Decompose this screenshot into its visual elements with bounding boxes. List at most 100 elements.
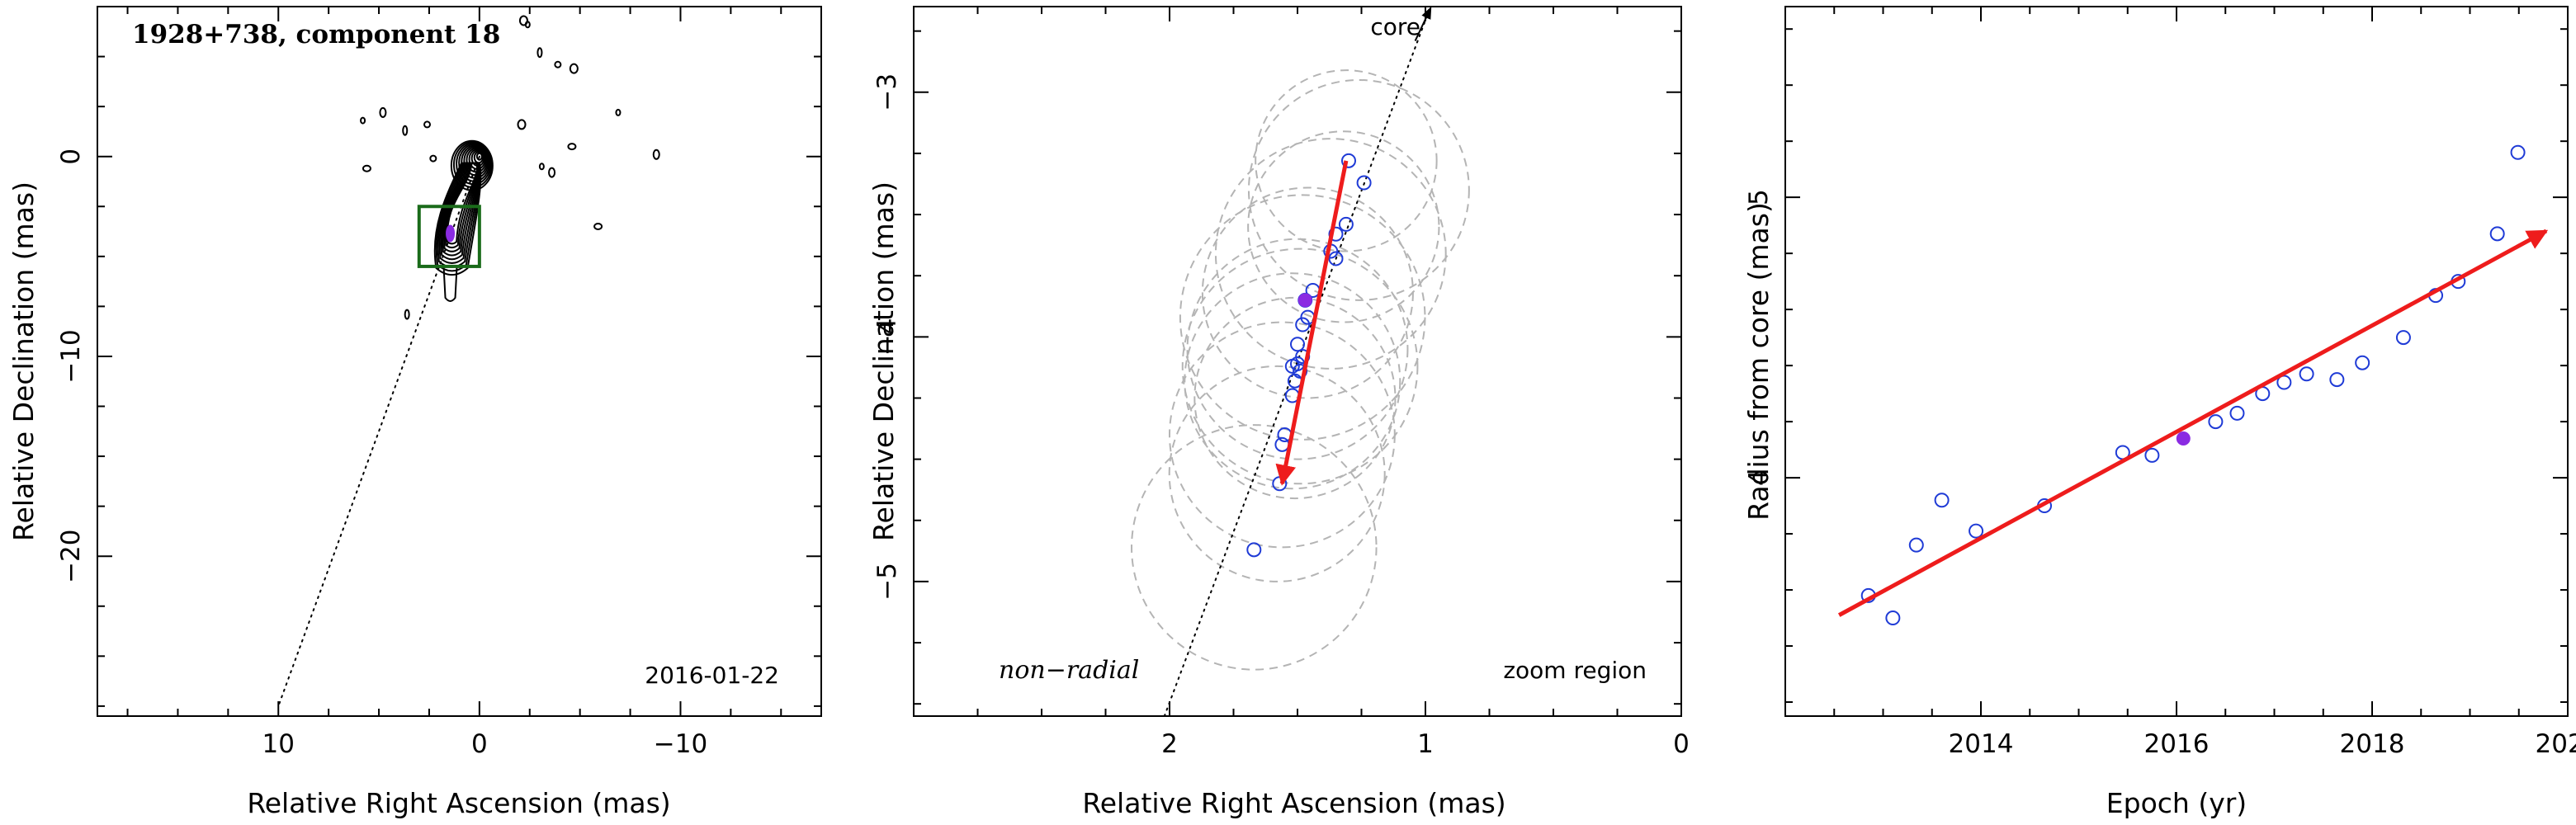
x-tick-label: 1	[1417, 729, 1434, 759]
noise-contour	[554, 60, 562, 68]
data-point	[1356, 175, 1372, 191]
y-tick-label: −10	[56, 329, 86, 383]
jet-contour	[442, 162, 480, 257]
y-tick-label: 0	[56, 148, 86, 165]
x-tick-label: 2016	[2144, 729, 2210, 759]
noise-contour	[567, 143, 577, 151]
core-contour	[475, 152, 483, 161]
beam-circle	[1255, 69, 1438, 252]
beam-circle	[1214, 138, 1447, 370]
data-point	[2329, 372, 2345, 388]
x-tick-label: 2	[1161, 729, 1178, 759]
beam-circle	[1168, 365, 1386, 582]
noise-contour	[379, 106, 387, 118]
x-axis: 10 0 −10	[126, 7, 782, 759]
data-point	[2395, 330, 2411, 346]
data-point	[1969, 523, 1984, 539]
jet-contour	[440, 162, 480, 261]
data-point	[1908, 537, 1924, 553]
data-point	[2144, 447, 2160, 463]
zoom-region-label: zoom region	[1503, 657, 1647, 684]
data-point	[1274, 436, 1290, 452]
x-tick-label: 10	[262, 729, 295, 759]
beam-circle	[1247, 130, 1440, 323]
noise-contour	[569, 63, 579, 74]
noise-contour	[538, 163, 545, 171]
y-tick-label: −5	[872, 563, 902, 601]
y-axis-label: Relative Declination (mas)	[867, 182, 900, 541]
plot-frame	[97, 6, 822, 717]
noise-contour	[517, 119, 527, 130]
x-tick-label: 2018	[2340, 729, 2405, 759]
component-marker	[446, 224, 456, 243]
x-tick-label: −10	[654, 729, 707, 759]
beam-circle	[1168, 321, 1396, 549]
data-point	[1295, 317, 1311, 332]
noise-contour	[423, 120, 432, 129]
highlight-point	[2176, 431, 2191, 446]
data-point	[1885, 610, 1901, 626]
noise-contour	[615, 108, 622, 116]
non-radial-label: non−radial	[999, 656, 1139, 685]
beam-circle	[1247, 78, 1470, 301]
data-point	[1338, 216, 1354, 232]
y-axis: 45	[1744, 28, 2568, 704]
jet-contour	[442, 266, 458, 302]
data-point	[2489, 226, 2505, 242]
noise-contour	[518, 15, 528, 26]
x-tick-label: 0	[1673, 729, 1690, 759]
beam-circle	[1193, 296, 1397, 500]
plot-frame	[1784, 6, 2569, 717]
y-tick-label: −20	[56, 529, 86, 582]
jet-contour	[443, 162, 479, 252]
data-point	[2276, 375, 2292, 390]
noise-contour	[593, 222, 603, 230]
panel-title: 1928+738, component 18	[132, 20, 500, 50]
jet-contours	[433, 162, 482, 302]
noise-contour	[548, 167, 556, 178]
x-tick-label: 0	[471, 729, 488, 759]
data-point	[1328, 226, 1344, 242]
highlight-point	[1297, 293, 1312, 308]
noise-contours	[360, 15, 660, 320]
beam-circle	[1179, 194, 1426, 441]
radial-line	[1163, 7, 1432, 716]
y-axis-label: Relative Declination (mas)	[7, 182, 40, 541]
panel-contour-map: 10 0 −10 0 −10 −20 1928+738, component 18 20…	[7, 6, 822, 819]
y-axis: −3 −4 −5	[872, 30, 1681, 705]
jet-contour	[446, 162, 479, 245]
noise-contour	[360, 116, 366, 125]
velocity-arrow	[1275, 160, 1349, 486]
data-point	[2510, 144, 2526, 160]
data-point	[1328, 251, 1344, 266]
data-point	[1341, 153, 1356, 168]
x-tick-label: 2020	[2536, 729, 2576, 759]
jet-contour	[438, 162, 480, 264]
beam-circle	[1186, 238, 1409, 460]
core-label: core	[1370, 13, 1420, 40]
beam-circles	[1131, 69, 1470, 671]
x-axis-label: Relative Right Ascension (mas)	[247, 787, 670, 819]
x-tick-label: 2014	[1949, 729, 2014, 759]
x-axis-label: Relative Right Ascension (mas)	[1082, 787, 1505, 819]
x-axis-label: Epoch (yr)	[2106, 787, 2247, 819]
fit-arrow	[1837, 229, 2549, 617]
data-point	[1290, 337, 1305, 352]
radius-points	[1860, 144, 2526, 626]
date-label: 2016-01-22	[645, 662, 779, 689]
beam-circle	[1201, 186, 1414, 399]
noise-contour	[402, 125, 409, 136]
y-tick-label: 4	[1744, 469, 1774, 486]
plot-area	[1131, 7, 1470, 716]
noise-contour	[652, 148, 660, 160]
radial-line	[277, 155, 480, 707]
beam-circle	[1184, 272, 1401, 490]
y-tick-label: −3	[872, 73, 902, 111]
contour-map	[277, 15, 660, 707]
data-point	[2229, 405, 2245, 421]
x-axis: 2014 2016 2018 2020	[1833, 7, 2576, 759]
jet-contour	[445, 162, 479, 249]
panel-zoom-region: 2 1 0 −3 −4 −5 core non−radial zoom region R…	[867, 6, 1690, 819]
data-point	[1246, 542, 1262, 558]
